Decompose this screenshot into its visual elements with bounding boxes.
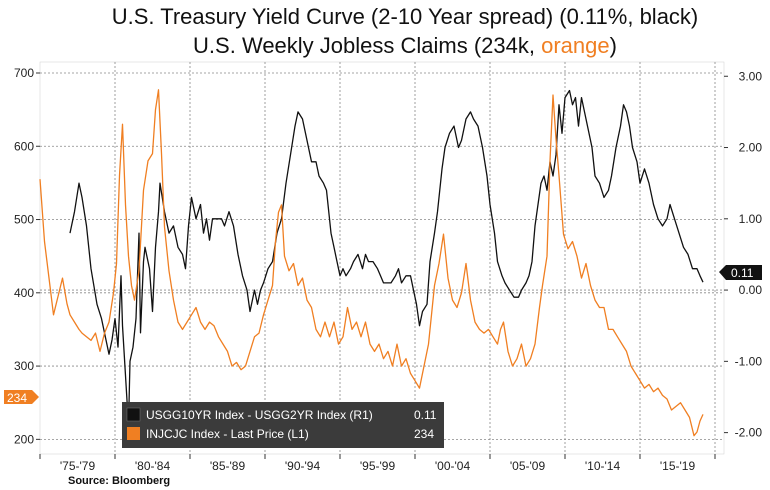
- x-tick-label: '80-'84: [135, 459, 171, 473]
- right-tick-label: 1.00: [739, 212, 763, 226]
- legend-swatch-claims: [127, 427, 140, 440]
- x-tick-label: '85-'89: [210, 459, 246, 473]
- legend: USGG10YR Index - USGG2YR Index (R1) 0.11…: [122, 402, 444, 448]
- left-tick-label: 400: [14, 286, 34, 300]
- left-tick-label: 600: [14, 139, 34, 153]
- x-tick-label: '75-'79: [60, 459, 96, 473]
- series-group: [39, 89, 704, 437]
- source-note: Source: Bloomberg: [68, 475, 170, 487]
- left-badge-value: 234: [7, 391, 27, 405]
- legend-label-claims: INJCJC Index - Last Price (L1): [146, 427, 309, 441]
- legend-background: [122, 402, 444, 448]
- x-tick-label: '05-'09: [510, 459, 546, 473]
- x-tick-label: '00-'04: [435, 459, 471, 473]
- left-tick-label: 200: [14, 432, 34, 446]
- spread-series-line: [69, 89, 704, 427]
- x-axis-group: '75-'79 '80-'84 '85-'89 '90-'94 '95-'99 '00-'…: [39, 62, 716, 473]
- chart-title-line-2: U.S. Weekly Jobless Claims (234k, orange…: [193, 33, 617, 58]
- left-axis-group: 700 600 500 400 300 200: [14, 66, 724, 446]
- plot-frame: [39, 61, 725, 455]
- title-line-2-accent: orange: [541, 33, 610, 58]
- claims-series-line: [39, 89, 704, 437]
- right-tick-label: -2.00: [735, 426, 763, 440]
- right-axis-group: 3.00 2.00 1.00 0.00 -1.00 -2.00: [40, 69, 763, 440]
- left-tick-label: 300: [14, 359, 34, 373]
- legend-swatch-spread: [126, 407, 141, 422]
- legend-value-spread: 0.11: [414, 408, 437, 422]
- left-tick-label: 700: [14, 66, 34, 80]
- right-tick-label: 0.00: [739, 283, 763, 297]
- right-tick-label: 3.00: [739, 69, 763, 83]
- right-badge-shape: [719, 265, 762, 280]
- title-line-2-suffix: ): [610, 33, 617, 58]
- legend-value-claims: 234: [414, 427, 434, 441]
- x-tick-label: '95-'99: [360, 459, 396, 473]
- x-tick-label: '10-'14: [585, 459, 621, 473]
- right-tick-label: -1.00: [735, 354, 763, 368]
- legend-label-spread: USGG10YR Index - USGG2YR Index (R1): [146, 408, 373, 422]
- x-tick-label: '90-'94: [285, 459, 321, 473]
- left-tick-label: 500: [14, 213, 34, 227]
- left-badge-shape: [4, 390, 39, 404]
- x-tick-label: '15-'19: [660, 459, 696, 473]
- last-value-badge-right: 0.11: [719, 265, 762, 280]
- right-badge-value: 0.11: [731, 266, 754, 280]
- title-line-2-prefix: U.S. Weekly Jobless Claims (234k,: [193, 33, 541, 58]
- right-tick-label: 2.00: [739, 141, 763, 155]
- last-value-badge-left: 234: [4, 390, 39, 405]
- chart-title-line-1: U.S. Treasury Yield Curve (2-10 Year spr…: [112, 4, 699, 29]
